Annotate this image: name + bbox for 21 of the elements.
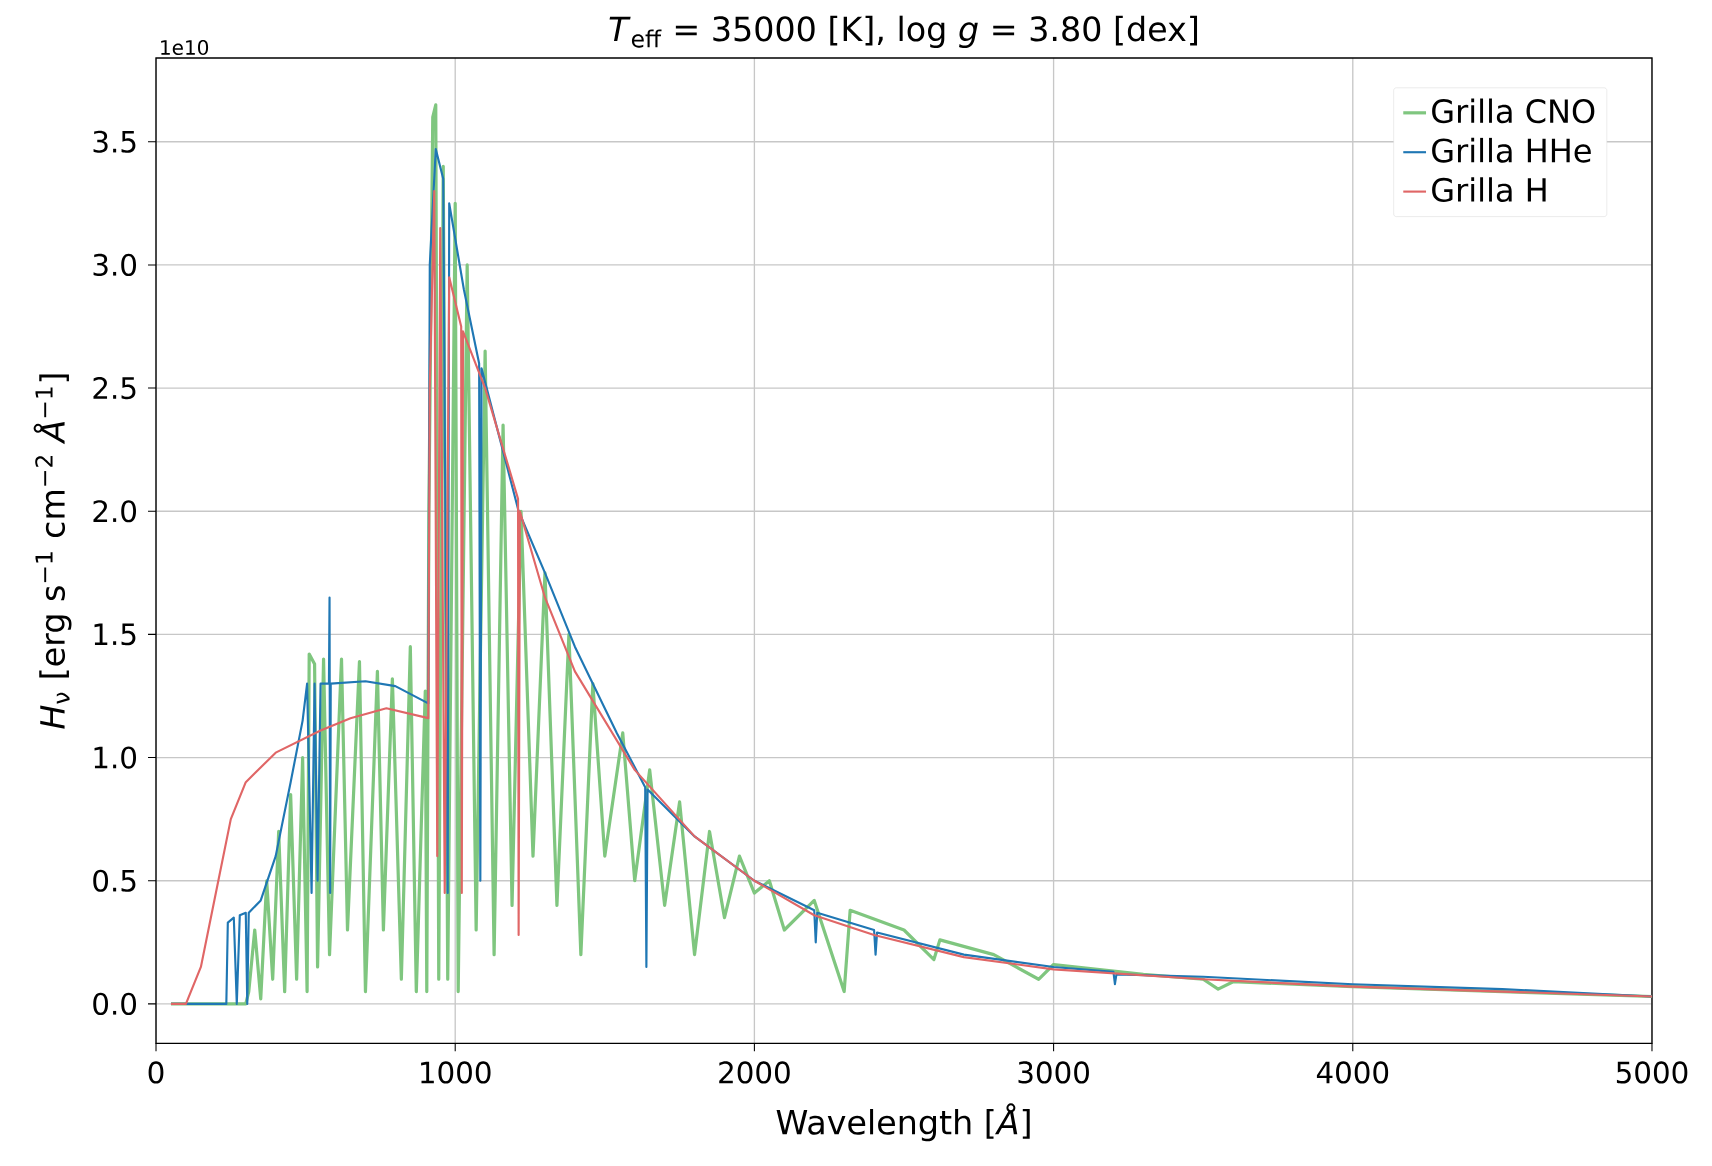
- y-tick-label: 3.5: [93, 130, 136, 153]
- x-tick-label: 1000: [421, 1061, 491, 1084]
- y-tick-label: 1.0: [94, 746, 137, 769]
- legend-label: Grilla CNO: [1432, 98, 1595, 124]
- x-tick-label: 3000: [1018, 1061, 1089, 1084]
- legend-label: Grilla H: [1432, 177, 1546, 203]
- legend-label: Grilla HHe: [1432, 137, 1591, 163]
- text: H$_{ν}$ [erg s$^{−1}$ cm$^{−2}$ Å$^{−1}$]: [33, 374, 72, 729]
- x-tick-label: 5000: [1616, 1061, 1688, 1084]
- chart-title: T$_{eff}$ = 35000 [K], log g = 3.80 [dex]: [609, 15, 1198, 48]
- y-tick-label: 2.0: [93, 500, 137, 523]
- x-axis-title: Wavelength [Å]: [776, 1103, 1030, 1142]
- y-tick-label: 3.0: [93, 253, 137, 276]
- text: 1e10: [161, 39, 209, 56]
- y-tick-label: 0.0: [93, 992, 137, 1015]
- y-tick-label: 1.5: [94, 623, 136, 646]
- x-tick-label: 2000: [719, 1061, 790, 1084]
- y-tick-label: 2.5: [93, 376, 136, 400]
- y-tick-label: 0.5: [93, 869, 136, 892]
- x-tick-label: 0: [148, 1061, 164, 1084]
- x-tick-label: 4000: [1316, 1061, 1389, 1084]
